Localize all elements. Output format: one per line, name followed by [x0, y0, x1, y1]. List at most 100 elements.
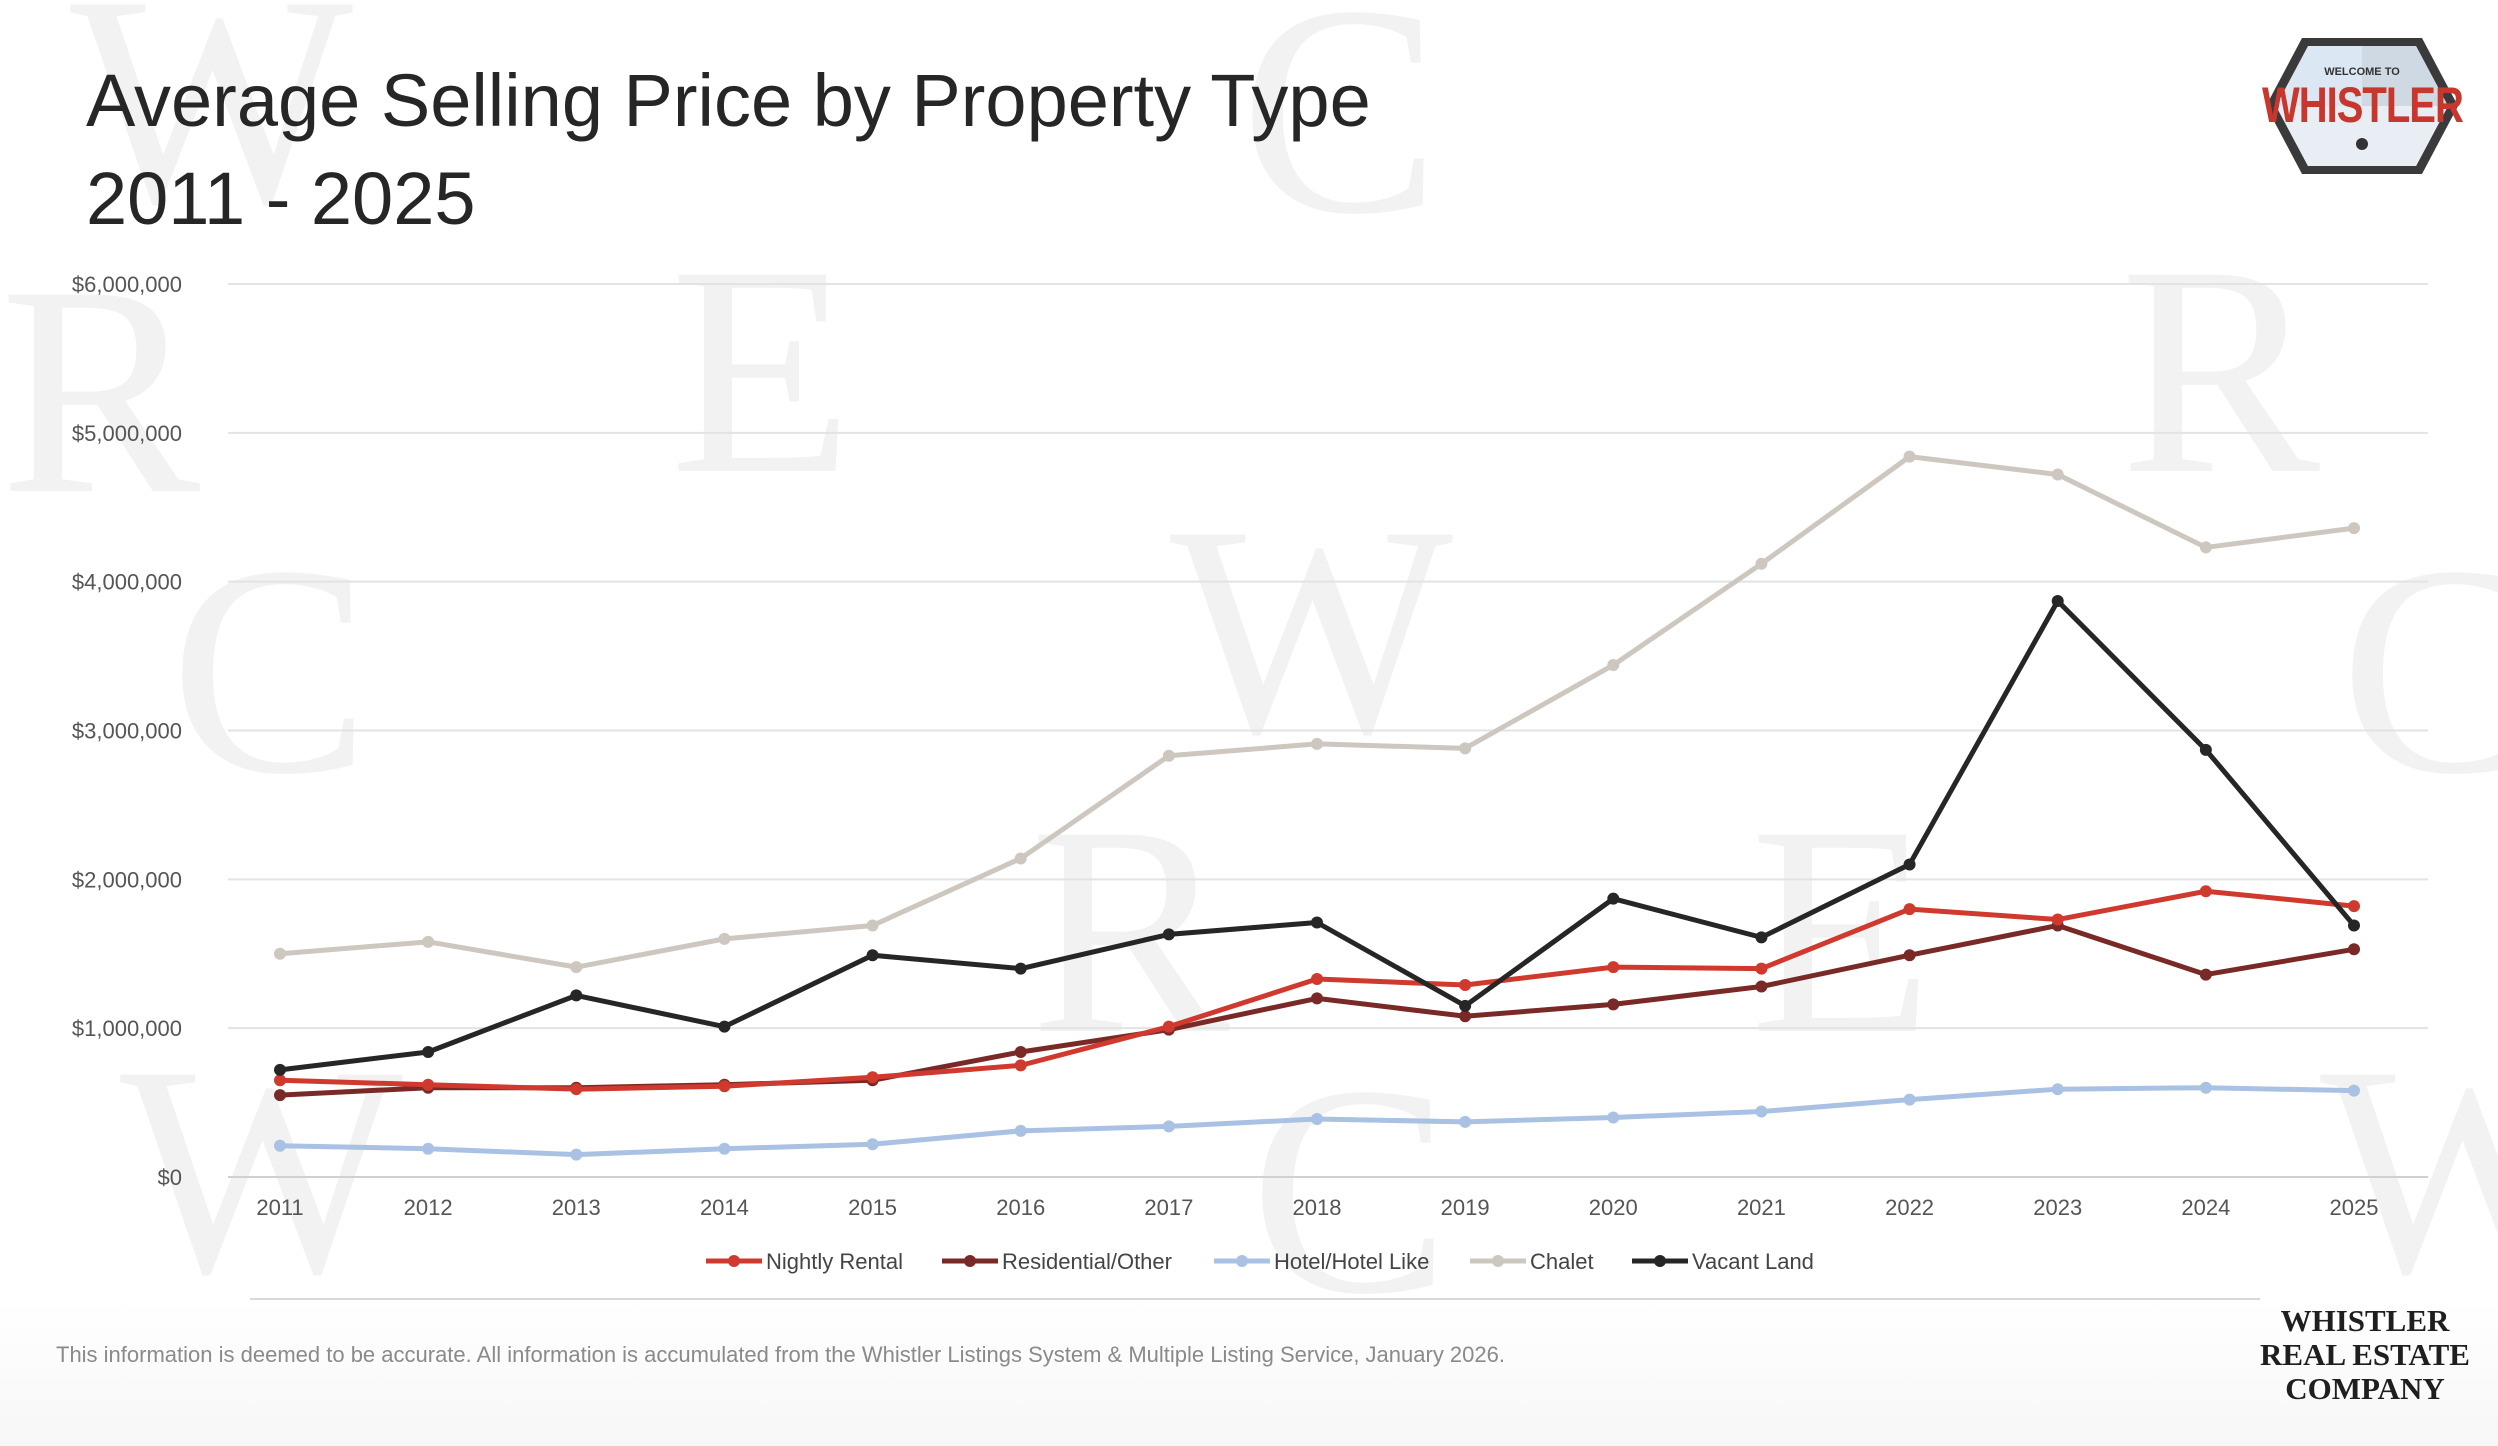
legend-swatch-marker [1236, 1255, 1248, 1267]
data-point [866, 1138, 879, 1151]
data-point [2348, 522, 2360, 535]
chart-title-line2: 2011 - 2025 [86, 157, 476, 240]
legend-swatch-marker [1492, 1255, 1504, 1267]
y-tick-label: $3,000,000 [72, 719, 182, 744]
data-point [1014, 852, 1027, 865]
data-point [1607, 998, 1620, 1011]
data-point [1755, 557, 1768, 570]
data-point [1459, 1115, 1472, 1128]
data-point [2051, 595, 2064, 608]
y-tick-label: $5,000,000 [72, 421, 182, 446]
data-point [1459, 742, 1472, 755]
watermark-letter: E [670, 204, 854, 536]
brand-line2: REAL ESTATE [2260, 1337, 2470, 1372]
logo-hexagon-icon [2266, 38, 2458, 174]
watermark-letter: C [1240, 0, 1441, 276]
x-tick-label: 2024 [2181, 1195, 2230, 1220]
watermark-letter: R [0, 224, 201, 556]
series-lines [274, 450, 2360, 1161]
legend-label: Vacant Land [1692, 1249, 1814, 1274]
logo-word: WHISTLER [2262, 78, 2464, 134]
data-point [1755, 980, 1768, 993]
data-point [1607, 1111, 1620, 1124]
data-point [718, 1080, 731, 1093]
x-tick-label: 2019 [1441, 1195, 1490, 1220]
data-point [274, 1139, 286, 1152]
data-point [274, 1089, 286, 1102]
data-point [1903, 903, 1916, 916]
watermark-letter: W [70, 0, 354, 266]
watermark-letter: C [2340, 504, 2498, 836]
legend-swatch-marker [728, 1255, 740, 1267]
data-point [2199, 885, 2212, 898]
series-line [279, 922, 2355, 1098]
data-point [570, 961, 583, 974]
watermark-letter: W [2320, 1004, 2498, 1336]
x-tick-label: 2015 [848, 1195, 897, 1220]
data-point [274, 1074, 286, 1087]
x-tick-label: 2021 [1737, 1195, 1786, 1220]
data-point [570, 1148, 583, 1161]
data-point [1903, 450, 1916, 463]
data-point [1755, 931, 1768, 944]
brand-line3: COMPANY [2285, 1371, 2445, 1406]
data-point [274, 947, 286, 960]
series-chalet [274, 450, 2360, 974]
x-tick-label: 2022 [1885, 1195, 1934, 1220]
x-tick-label: 2012 [404, 1195, 453, 1220]
y-tick-label: $0 [158, 1165, 182, 1190]
legend-item: Vacant Land [1632, 1249, 1814, 1274]
disclaimer-text: This information is deemed to be accurat… [56, 1342, 1505, 1367]
x-tick-label: 2014 [700, 1195, 749, 1220]
x-tick-label: 2018 [1293, 1195, 1342, 1220]
data-point [1459, 1010, 1472, 1023]
series-hotel-hotel-like [274, 1081, 2360, 1161]
legend-item: Chalet [1470, 1249, 1594, 1274]
logo-small-text: WELCOME TO [2324, 66, 2400, 78]
data-point [1014, 962, 1027, 975]
data-point [2348, 943, 2360, 956]
legend-label: Residential/Other [1002, 1249, 1172, 1274]
data-point [1014, 1059, 1027, 1072]
x-tick-label: 2025 [2330, 1195, 2379, 1220]
grid-lines [228, 283, 2428, 1178]
data-point [570, 989, 583, 1002]
x-tick-label: 2020 [1589, 1195, 1638, 1220]
x-tick-label: 2013 [552, 1195, 601, 1220]
y-axis-tick-labels: $0 $1,000,000 $2,000,000 $3,000,000 $4,000,0… [72, 272, 182, 1190]
legend-label: Nightly Rental [766, 1249, 903, 1274]
legend-item: Hotel/Hotel Like [1214, 1249, 1429, 1274]
data-point [1162, 1020, 1175, 1033]
data-point [422, 1142, 435, 1155]
chart-title-line1: Average Selling Price by Property Type [86, 59, 1371, 142]
data-point [2348, 919, 2360, 932]
data-point [2199, 743, 2212, 756]
data-point [1162, 749, 1175, 762]
whistler-logo: WELCOME TO WHISTLER [2262, 26, 2464, 186]
legend-item: Residential/Other [942, 1249, 1172, 1274]
x-tick-label: 2023 [2033, 1195, 2082, 1220]
series-line [279, 454, 2355, 970]
line-chart: $0 $1,000,000 $2,000,000 $3,000,000 $4,000,0… [72, 272, 2428, 1274]
data-point [1311, 973, 1323, 986]
data-point [1014, 1124, 1027, 1137]
brand-logo: WHISTLER REAL ESTATE COMPANY [2260, 1304, 2470, 1406]
series-residential-other [274, 919, 2360, 1102]
y-tick-label: $2,000,000 [72, 867, 182, 892]
data-point [274, 1063, 286, 1076]
data-point [1755, 962, 1768, 975]
data-point [2348, 900, 2360, 913]
data-point [2199, 968, 2212, 981]
data-point [570, 1083, 583, 1096]
data-point [1903, 1093, 1916, 1106]
data-point [2051, 1083, 2064, 1096]
data-point [422, 1078, 435, 1091]
watermark-letter: R [2120, 204, 2321, 536]
data-point [422, 1045, 435, 1058]
data-point [1903, 949, 1916, 962]
data-point [1311, 1112, 1323, 1125]
x-axis-tick-labels: 2011 2012 2013 2014 2015 2016 2017 2018 2019 2020… [256, 1195, 2378, 1220]
data-point [2051, 913, 2064, 926]
x-tick-label: 2011 [256, 1195, 303, 1220]
data-point [866, 949, 879, 962]
